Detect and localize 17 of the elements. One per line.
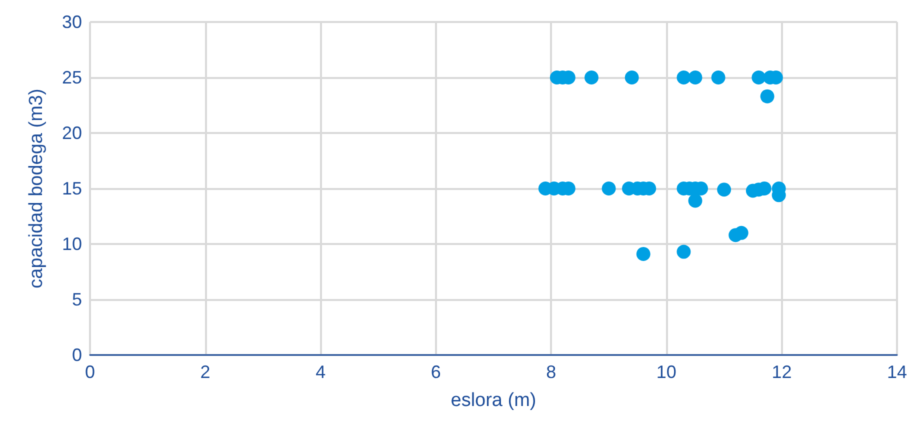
x-tick-label: 12 [772, 362, 792, 382]
x-tick-label: 2 [200, 362, 210, 382]
x-tick-label: 10 [656, 362, 676, 382]
y-axis-title: capacidad bodega (m3) [26, 88, 47, 288]
y-tick-label: 10 [62, 234, 82, 254]
y-tick-label: 15 [62, 178, 82, 198]
y-tick-label: 5 [72, 290, 82, 310]
x-tick-label: 6 [430, 362, 441, 382]
y-tick-label: 25 [62, 68, 82, 88]
y-tick-label: 0 [72, 345, 82, 365]
x-tick-label: 4 [316, 362, 326, 382]
x-tick-label: 14 [886, 362, 908, 382]
x-tick-label: 0 [84, 362, 96, 382]
y-tick-label: 30 [62, 12, 82, 32]
x-axis-title: eslora (m) [450, 390, 536, 411]
y-tick-label: 20 [62, 123, 82, 143]
x-tick-label: 8 [546, 362, 556, 382]
